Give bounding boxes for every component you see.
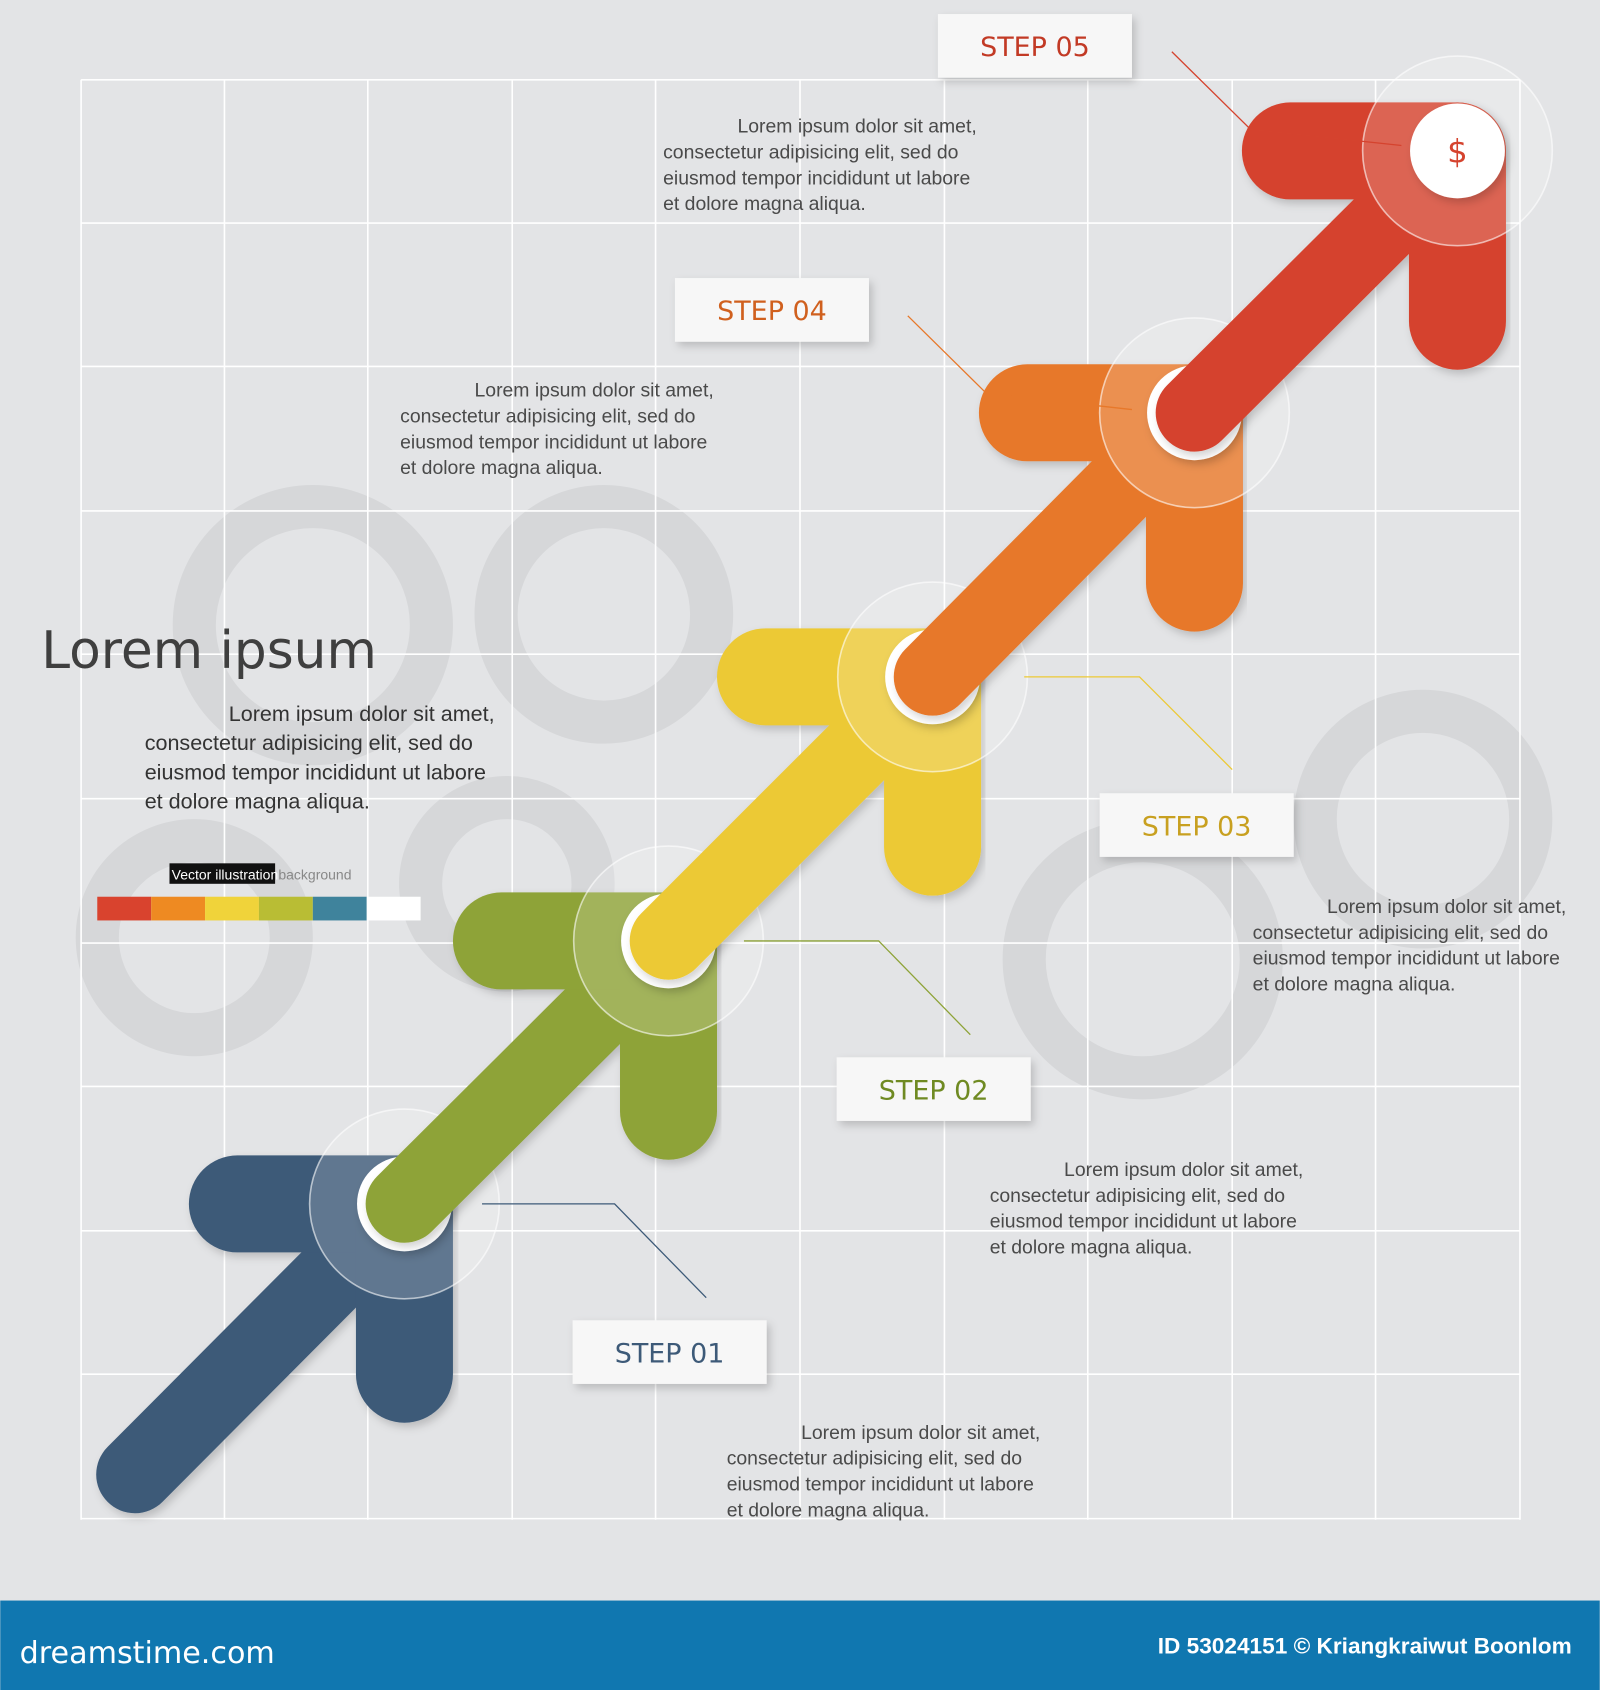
step-label-box: [1099, 793, 1294, 857]
connector-line: [1024, 676, 1233, 771]
connector-line: [907, 315, 1133, 411]
connector-line: [482, 1203, 707, 1299]
connector-line: [1171, 51, 1402, 147]
color-swatch: [205, 896, 259, 921]
step-description-line: et dolore magna aliqua.: [400, 457, 603, 479]
step-label-box: [937, 14, 1132, 78]
step-description-line: consectetur adipisicing elit, sed do: [727, 1448, 1022, 1470]
step-description-line: et dolore magna aliqua.: [990, 1236, 1193, 1258]
color-swatch: [151, 896, 206, 921]
brand-logo[interactable]: dreamstime.com: [20, 1636, 275, 1671]
color-swatch: [366, 896, 421, 921]
footer-bar: [0, 1600, 1600, 1690]
image-credit: ID 53024151 © Kriangkraiwut Boonlom: [1158, 1633, 1572, 1658]
color-swatch: [258, 896, 313, 921]
intro-text: Lorem ipsum dolor sit amet, consectetur …: [145, 701, 495, 813]
step-label: STEP 05: [980, 32, 1090, 63]
step-description-line: Lorem ipsum dolor sit amet,: [1064, 1159, 1303, 1181]
step-description-line: Lorem ipsum dolor sit amet,: [737, 116, 976, 138]
color-swatches: [97, 896, 421, 921]
connector-line: [743, 940, 971, 1036]
intro-line: eiusmod tempor incididunt ut labore: [145, 759, 486, 784]
page-title: Lorem ipsum: [41, 621, 377, 681]
step-description-line: et dolore magna aliqua.: [727, 1499, 930, 1521]
step-description-line: consectetur adipisicing elit, sed do: [1253, 922, 1548, 944]
step-label: STEP 04: [717, 296, 827, 327]
intro-line: consectetur adipisicing elit, sed do: [145, 730, 473, 755]
step-description-line: eiusmod tempor incididunt ut labore: [727, 1474, 1034, 1496]
step-description-line: et dolore magna aliqua.: [1253, 974, 1456, 996]
step-description-line: eiusmod tempor incididunt ut labore: [990, 1211, 1297, 1233]
color-swatch: [97, 896, 152, 921]
money-icon: $: [1447, 133, 1468, 171]
step-description-line: eiusmod tempor incididunt ut labore: [1253, 948, 1560, 970]
step-description-line: consectetur adipisicing elit, sed do: [663, 141, 958, 163]
step-description-line: Lorem ipsum dolor sit amet,: [801, 1422, 1040, 1444]
step-description-line: et dolore magna aliqua.: [663, 193, 866, 215]
step-description-line: consectetur adipisicing elit, sed do: [400, 406, 695, 428]
icon-circle: [1410, 103, 1505, 199]
step-description-line: eiusmod tempor incididunt ut labore: [663, 167, 970, 189]
intro-line: et dolore magna aliqua.: [145, 788, 370, 813]
legend-tag: Vector illustration: [172, 866, 279, 882]
step-description-line: Lorem ipsum dolor sit amet,: [1327, 896, 1566, 918]
intro-line: Lorem ipsum dolor sit amet,: [229, 701, 495, 726]
step-label-box: [674, 278, 869, 342]
color-swatch: [312, 896, 367, 921]
step-labels: STEP 01 Lorem ipsum dolor sit amet, consec…: [400, 14, 1566, 1521]
step-label: STEP 03: [1142, 811, 1252, 842]
arrow-steps: 💡$◷👥$: [96, 55, 1554, 1514]
legend-suffix: background: [278, 866, 351, 882]
step-description-line: consectetur adipisicing elit, sed do: [990, 1185, 1285, 1207]
step-label-box: [572, 1320, 767, 1384]
legend-tag-bg: [169, 863, 276, 884]
step-label: STEP 02: [879, 1075, 989, 1106]
step-description-line: Lorem ipsum dolor sit amet,: [475, 380, 714, 402]
step-label-box: [836, 1057, 1031, 1121]
step-label: STEP 01: [615, 1338, 725, 1369]
step-description-line: eiusmod tempor incididunt ut labore: [400, 431, 707, 453]
